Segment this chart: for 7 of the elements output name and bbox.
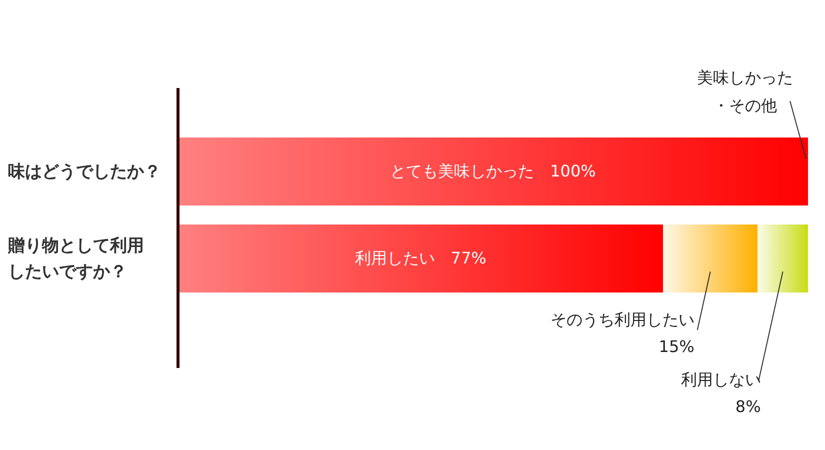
y-tick-label: 贈り物として利用したいですか？ — [7, 236, 144, 282]
data-label: とても美味しかった 100% — [390, 162, 596, 181]
data-label: そのうち利用したい 15% — [550, 310, 694, 356]
y-tick-label: 味はどうでしたか？ — [8, 162, 161, 182]
data-label: 利用したい 77% — [354, 248, 486, 268]
annotation: 美味しかった・その他 — [697, 68, 793, 115]
data-label: 利用しない 8% — [680, 370, 761, 416]
